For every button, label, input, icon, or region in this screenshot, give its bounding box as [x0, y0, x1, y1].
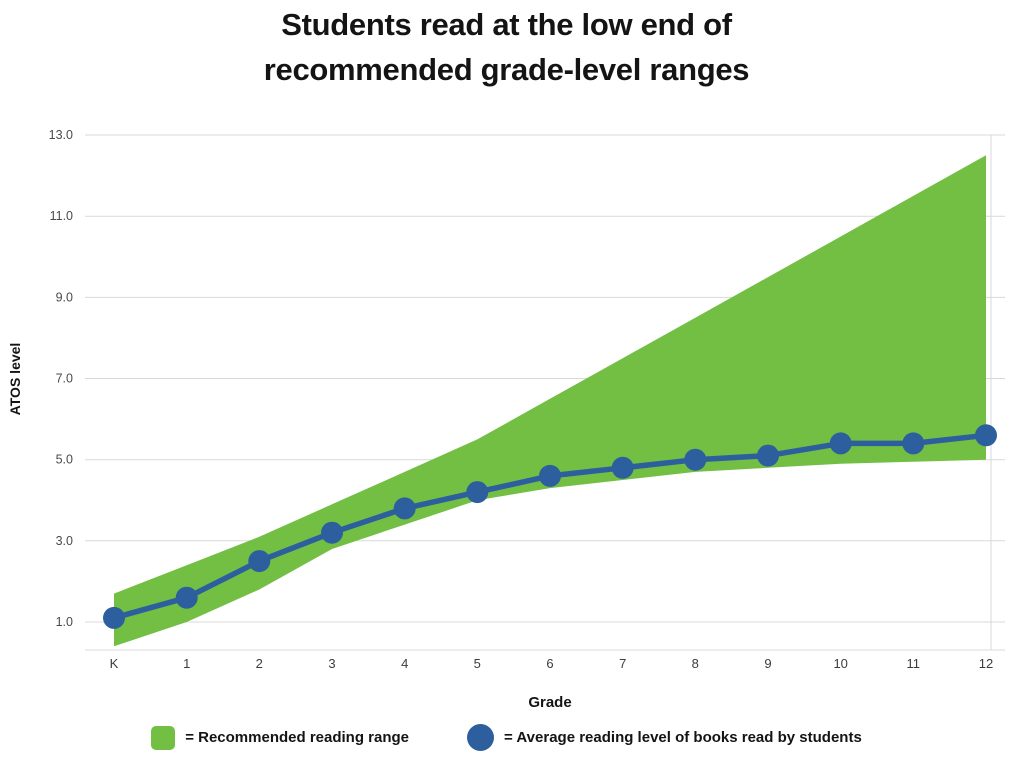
chart-legend: = Recommended reading range = Average re…: [0, 724, 1013, 751]
svg-text:7.0: 7.0: [56, 372, 73, 386]
green-square-icon: [151, 725, 176, 750]
svg-text:9: 9: [764, 656, 771, 671]
svg-text:12: 12: [979, 656, 993, 671]
svg-text:K: K: [110, 656, 119, 671]
blue-circle-icon: [467, 724, 495, 751]
svg-text:5: 5: [474, 656, 481, 671]
svg-text:9.0: 9.0: [56, 290, 73, 304]
svg-text:ATOS level: ATOS level: [7, 343, 23, 416]
legend-item-average-level: = Average reading level of books read by…: [467, 724, 862, 751]
chart-title: Students read at the low end of recommen…: [263, 7, 750, 87]
legend-item-recommended-range: = Recommended reading range: [151, 725, 410, 750]
svg-text:8: 8: [692, 656, 699, 671]
svg-text:13.0: 13.0: [49, 128, 73, 142]
svg-text:7: 7: [619, 656, 626, 671]
svg-text:10: 10: [833, 656, 847, 671]
svg-text:1.0: 1.0: [56, 615, 73, 629]
svg-text:4: 4: [401, 656, 408, 671]
svg-text:2: 2: [256, 656, 263, 671]
svg-text:11: 11: [907, 656, 921, 671]
svg-text:Grade: Grade: [528, 694, 571, 711]
legend-label-average-level: = Average reading level of books read by…: [504, 729, 862, 746]
svg-text:5.0: 5.0: [56, 453, 73, 467]
reading-level-area-chart: 1.03.05.07.09.011.013.0K 1 2 3 4 5 6 7 8 9 10 11 12A…: [7, 128, 1005, 711]
svg-text:6: 6: [546, 656, 553, 671]
svg-text:11.0: 11.0: [50, 209, 73, 223]
svg-text:3.0: 3.0: [56, 534, 73, 548]
svg-text:3: 3: [328, 656, 335, 671]
legend-label-recommended-range: = Recommended reading range: [185, 729, 410, 746]
svg-text:1: 1: [183, 656, 190, 671]
